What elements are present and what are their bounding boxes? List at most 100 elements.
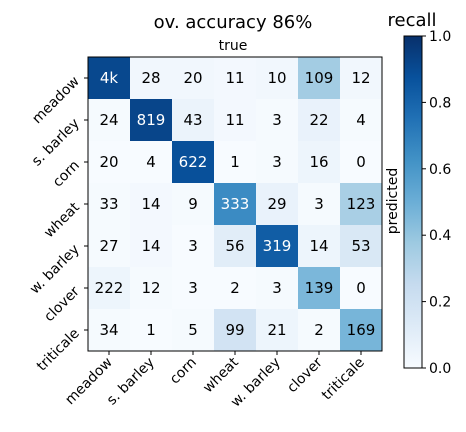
heatmap-cell [298,183,340,225]
heatmap-cell [214,57,256,99]
cell-label: 4 [356,111,366,129]
heatmap-cell [214,267,256,309]
cell-label: 109 [305,69,334,87]
heatmap-cell [340,57,382,99]
heatmap-cell [172,99,214,141]
cell-label: 53 [351,237,370,255]
heatmap-cell [88,99,130,141]
heatmap-cell [340,141,382,183]
cell-label: 9 [188,195,198,213]
cell-label: 14 [309,237,328,255]
cell-label: 1 [146,321,156,339]
cell-label: 10 [267,69,286,87]
cell-label: 2 [230,279,240,297]
row-tick-label: corn [50,158,83,191]
heatmap-cell [130,309,172,351]
cell-label: 3 [188,237,198,255]
heatmap-cell [88,309,130,351]
cell-label: 16 [309,153,328,171]
cell-label: 56 [225,237,244,255]
cell-label: 1 [230,153,240,171]
heatmap-cell [298,99,340,141]
heatmap-cell [298,225,340,267]
colorbar-tick-label: 0.4 [429,228,451,244]
heatmap-cell [214,225,256,267]
cell-label: 3 [272,153,282,171]
cell-label: 4k [100,69,119,87]
cell-label: 22 [309,111,328,129]
cell-label: 33 [99,195,118,213]
heatmap-cell [172,183,214,225]
cell-label: 20 [99,153,118,171]
heatmap-cell [256,57,298,99]
cell-label: 4 [146,153,156,171]
heatmap-cell [256,225,298,267]
cell-label: 5 [188,321,198,339]
cell-label: 0 [356,153,366,171]
heatmap-cells [88,57,382,351]
cell-label: 222 [95,279,124,297]
heatmap-cell [172,225,214,267]
heatmap-cell [298,309,340,351]
heatmap-cell [88,183,130,225]
heatmap-cell [340,183,382,225]
cell-label: 3 [188,279,198,297]
heatmap-cell [130,267,172,309]
heatmap-cell [130,99,172,141]
heatmap-cell [88,267,130,309]
cell-label: 3 [272,279,282,297]
cell-label: 24 [99,111,118,129]
heatmap-cell [130,225,172,267]
cell-label: 123 [347,195,376,213]
heatmap-cell [256,267,298,309]
heatmap-cell [298,57,340,99]
heatmap-cell [340,99,382,141]
cell-label: 622 [179,153,208,171]
column-tick-label: clover [284,354,326,396]
colorbar-tick-label: 0.8 [429,95,451,111]
heatmap-cell [172,309,214,351]
cell-label: 3 [314,195,324,213]
cell-label: 29 [267,195,286,213]
cell-label: 43 [183,111,202,129]
heatmap-cell [172,267,214,309]
cell-label: 3 [272,111,282,129]
colorbar [403,35,423,369]
heatmap-cell [130,183,172,225]
heatmap-cell [130,57,172,99]
cell-label: 11 [225,69,244,87]
cell-label: 2 [314,321,324,339]
cell-label: 11 [225,111,244,129]
heatmap-cell [130,141,172,183]
row-tick-label: clover [41,283,83,325]
heatmap-cell [172,57,214,99]
column-tick-label: triticale [319,355,368,404]
row-tick-label: triticale [34,326,83,375]
heatmap-cell [298,267,340,309]
heatmap-cell [256,183,298,225]
heatmap-cell [214,141,256,183]
heatmap-cell [256,99,298,141]
cell-label: 27 [99,237,118,255]
colorbar-label: recall [387,10,436,31]
cell-label: 12 [351,69,370,87]
cell-label: 139 [305,279,334,297]
chart-title: ov. accuracy 86% [154,12,313,33]
cell-label: 333 [221,195,250,213]
cell-label: 20 [183,69,202,87]
cell-label: 99 [225,321,244,339]
cell-label: 14 [141,195,160,213]
cell-label: 28 [141,69,160,87]
heatmap-cell [88,141,130,183]
cell-label: 169 [347,321,376,339]
cell-label: 319 [263,237,292,255]
colorbar-tick-labels: 0.0 0.2 0.4 0.6 0.8 1.0 [422,29,451,377]
y-axis-label: predicted [385,168,401,234]
heatmap-cell [214,309,256,351]
heatmap-cell [172,141,214,183]
cell-label: 14 [141,237,160,255]
heatmap-cell [340,309,382,351]
